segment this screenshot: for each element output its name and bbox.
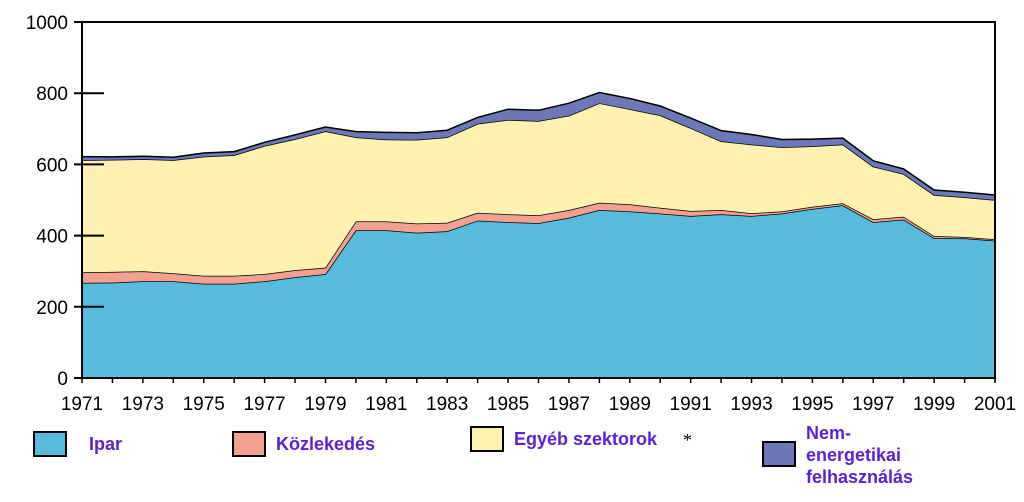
legend-swatch-kozlekedes xyxy=(232,431,266,457)
legend-swatch-egyeb xyxy=(470,426,504,452)
x-tick-label: 1987 xyxy=(548,394,590,415)
x-tick-label: 1981 xyxy=(365,394,407,415)
series-boundary-3 xyxy=(81,91,996,196)
legend-item-ipar: Ipar xyxy=(33,431,122,457)
area-series-1 xyxy=(82,202,995,284)
x-tick-label: 1983 xyxy=(426,394,468,415)
x-tick-label: 1975 xyxy=(183,394,225,415)
x-tick-label: 1979 xyxy=(304,394,346,415)
legend-item-nem-energetikai: Nem-energetikai felhasználás xyxy=(762,422,936,488)
x-axis: 1971 1973 1975 1977 1979 1981 1983 1985 1987 1989… xyxy=(61,378,1016,415)
y-tick-label: 600 xyxy=(36,155,68,176)
legend-label-nem-energetikai: Nem-energetikai felhasználás xyxy=(806,423,914,487)
x-tick-label: 1999 xyxy=(913,394,955,415)
area-series-3 xyxy=(82,92,995,200)
y-tick-label: 1000 xyxy=(26,13,68,34)
x-tick-label: 1985 xyxy=(487,394,529,415)
y-axis: 0 200 400 600 800 1000 xyxy=(26,13,104,390)
legend-label-kozlekedes: Közlekedés xyxy=(276,434,376,454)
x-tick-label: 1989 xyxy=(609,394,651,415)
x-tick-label: 1973 xyxy=(122,394,164,415)
x-tick-label: 1993 xyxy=(730,394,772,415)
y-tick-label: 200 xyxy=(36,298,68,319)
x-tick-label: 1995 xyxy=(791,394,833,415)
footnote-marker: * xyxy=(683,430,692,450)
area-series-0 xyxy=(82,205,995,378)
x-tick-label: 1977 xyxy=(243,394,285,415)
plot-areas xyxy=(81,21,996,379)
y-tick-label: 0 xyxy=(57,369,68,390)
x-tick-label: 2001 xyxy=(974,394,1016,415)
legend: Ipar Közlekedés Egyéb szektorok * Nem-en… xyxy=(0,418,1024,502)
legend-item-egyeb: Egyéb szektorok xyxy=(470,426,657,452)
x-tick-label: 1971 xyxy=(61,394,103,415)
legend-label-egyeb: Egyéb szektorok xyxy=(514,429,658,449)
y-tick-label: 800 xyxy=(36,84,68,105)
legend-item-kozlekedes: Közlekedés xyxy=(232,431,375,457)
x-tick-label: 1991 xyxy=(670,394,712,415)
x-tick-label: 1997 xyxy=(852,394,894,415)
y-tick-label: 400 xyxy=(36,227,68,248)
legend-swatch-nem-energetikai xyxy=(762,441,796,467)
legend-label-ipar: Ipar xyxy=(89,434,123,454)
legend-swatch-ipar xyxy=(33,431,67,457)
